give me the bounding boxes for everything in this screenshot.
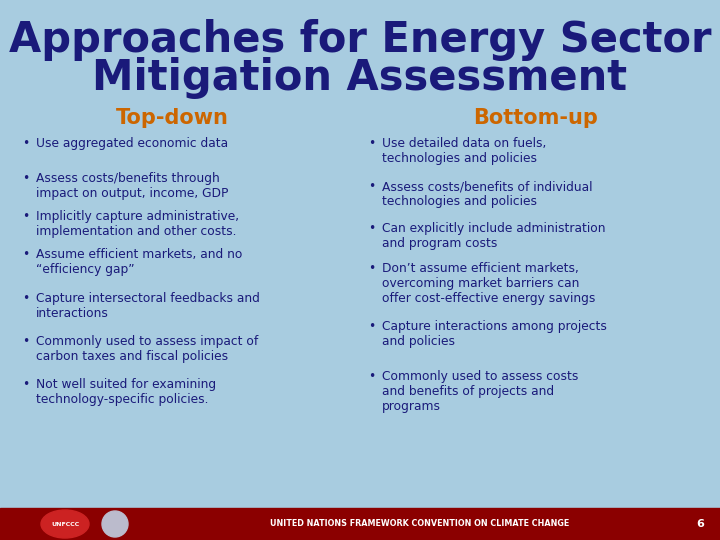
- Text: •: •: [368, 320, 375, 333]
- Text: Mitigation Assessment: Mitigation Assessment: [92, 57, 628, 99]
- Text: Use aggregated economic data: Use aggregated economic data: [36, 137, 228, 150]
- Ellipse shape: [41, 510, 89, 538]
- Text: Assume efficient markets, and no
“efficiency gap”: Assume efficient markets, and no “effici…: [36, 248, 243, 276]
- Text: UNITED NATIONS FRAMEWORK CONVENTION ON CLIMATE CHANGE: UNITED NATIONS FRAMEWORK CONVENTION ON C…: [271, 519, 570, 529]
- Text: •: •: [22, 210, 30, 223]
- Text: UNFCCC: UNFCCC: [51, 522, 79, 526]
- Text: Top-down: Top-down: [116, 108, 228, 128]
- Text: •: •: [368, 370, 375, 383]
- Ellipse shape: [102, 511, 128, 537]
- Text: Not well suited for examining
technology-specific policies.: Not well suited for examining technology…: [36, 378, 216, 406]
- Text: •: •: [22, 248, 30, 261]
- Text: Capture intersectoral feedbacks and
interactions: Capture intersectoral feedbacks and inte…: [36, 292, 260, 320]
- Text: Commonly used to assess costs
and benefits of projects and
programs: Commonly used to assess costs and benefi…: [382, 370, 578, 413]
- Text: Approaches for Energy Sector: Approaches for Energy Sector: [9, 19, 711, 61]
- Text: Assess costs/benefits through
impact on output, income, GDP: Assess costs/benefits through impact on …: [36, 172, 228, 200]
- Text: Capture interactions among projects
and policies: Capture interactions among projects and …: [382, 320, 607, 348]
- Text: •: •: [22, 172, 30, 185]
- Text: •: •: [368, 222, 375, 235]
- Text: Use detailed data on fuels,
technologies and policies: Use detailed data on fuels, technologies…: [382, 137, 546, 165]
- Text: •: •: [368, 262, 375, 275]
- Text: Can explicitly include administration
and program costs: Can explicitly include administration an…: [382, 222, 606, 250]
- Text: 6: 6: [696, 519, 704, 529]
- Text: •: •: [368, 137, 375, 150]
- Text: Commonly used to assess impact of
carbon taxes and fiscal policies: Commonly used to assess impact of carbon…: [36, 335, 258, 363]
- Text: •: •: [22, 292, 30, 305]
- Text: •: •: [22, 335, 30, 348]
- Text: •: •: [368, 180, 375, 193]
- Text: Assess costs/benefits of individual
technologies and policies: Assess costs/benefits of individual tech…: [382, 180, 593, 208]
- Text: Bottom-up: Bottom-up: [474, 108, 598, 128]
- Text: Implicitly capture administrative,
implementation and other costs.: Implicitly capture administrative, imple…: [36, 210, 239, 238]
- Text: •: •: [22, 378, 30, 391]
- Text: Don’t assume efficient markets,
overcoming market barriers can
offer cost-effect: Don’t assume efficient markets, overcomi…: [382, 262, 595, 305]
- Bar: [0, 508, 720, 540]
- Text: •: •: [22, 137, 30, 150]
